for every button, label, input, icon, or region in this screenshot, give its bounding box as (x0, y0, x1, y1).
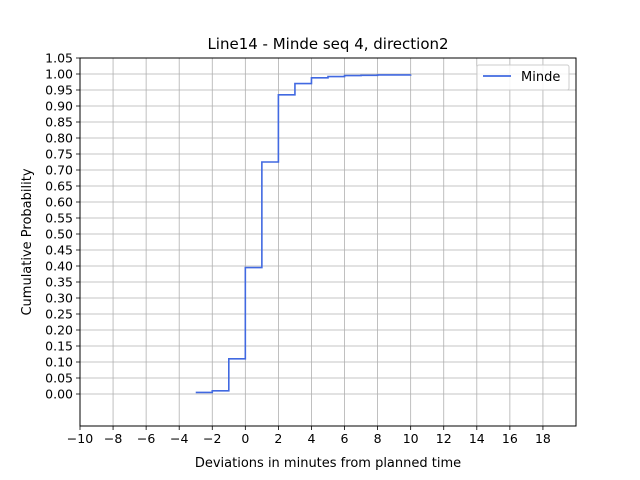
x-tick-label: 14 (469, 431, 485, 446)
x-tick-label: 2 (274, 431, 282, 446)
y-tick-label: 0.55 (45, 211, 73, 226)
y-tick-label: 0.05 (45, 371, 73, 386)
plot-background (80, 58, 576, 426)
x-tick-label: −8 (104, 431, 122, 446)
plot-frame (79, 57, 577, 427)
y-tick-label: 0.20 (45, 323, 73, 338)
y-tick-label: 0.95 (45, 83, 73, 98)
y-tick-label: 0.80 (45, 131, 73, 146)
x-tick-label: 8 (374, 431, 382, 446)
y-tick-label: 1.00 (45, 67, 73, 82)
y-tick-label: 0.35 (45, 275, 73, 290)
y-axis-ticks: 0.000.050.100.150.200.250.300.350.400.45… (45, 51, 80, 402)
y-tick-label: 0.60 (45, 195, 73, 210)
y-tick-label: 0.15 (45, 339, 73, 354)
y-tick-label: 0.30 (45, 291, 73, 306)
x-tick-label: 4 (307, 431, 315, 446)
series-group (195, 74, 412, 394)
y-tick-label: 0.10 (45, 355, 73, 370)
y-tick-label: 0.75 (45, 147, 73, 162)
x-axis-label: Deviations in minutes from planned time (195, 456, 461, 471)
x-tick-label: −6 (137, 431, 155, 446)
x-tick-label: −4 (170, 431, 188, 446)
legend-label-minde: Minde (521, 70, 560, 85)
y-tick-label: 0.40 (45, 259, 73, 274)
legend: Minde (476, 64, 570, 91)
y-tick-label: 0.90 (45, 99, 73, 114)
y-tick-label: 1.05 (45, 51, 73, 66)
y-tick-label: 0.50 (45, 227, 73, 242)
y-tick-label: 0.65 (45, 179, 73, 194)
y-tick-label: 0.85 (45, 115, 73, 130)
x-tick-label: −2 (203, 431, 221, 446)
x-tick-label: 16 (502, 431, 518, 446)
y-tick-label: 0.70 (45, 163, 73, 178)
y-tick-label: 0.45 (45, 243, 73, 258)
x-tick-label: −10 (67, 431, 93, 446)
x-tick-label: 6 (341, 431, 349, 446)
x-tick-label: 18 (535, 431, 551, 446)
legend-box (476, 64, 570, 91)
y-tick-label: 0.25 (45, 307, 73, 322)
x-axis-ticks: −10 −8 −6 −4 −2 0 2 4 6 8 10 12 14 16 18 (67, 426, 551, 446)
y-axis-label: Cumulative Probability (20, 168, 35, 315)
chart-title: Line14 - Minde seq 4, direction2 (207, 35, 448, 53)
y-tick-label: 0.00 (45, 387, 73, 402)
series-line-minde (195, 74, 412, 394)
x-tick-label: 10 (403, 431, 419, 446)
grid (79, 57, 576, 426)
x-tick-label: 12 (436, 431, 452, 446)
x-tick-label: 0 (241, 431, 249, 446)
